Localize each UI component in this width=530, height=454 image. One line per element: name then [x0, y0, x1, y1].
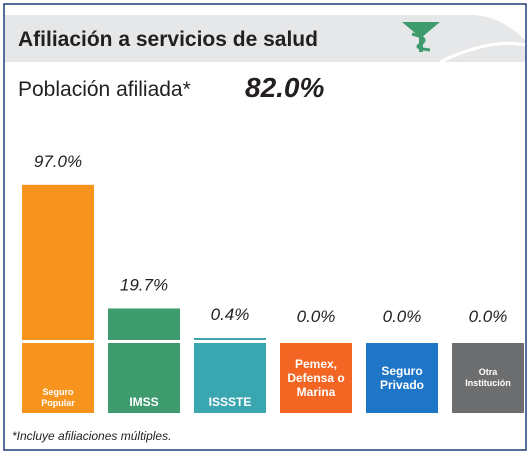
header-band	[5, 15, 525, 62]
chart-title: Afiliación a servicios de salud	[18, 28, 318, 51]
bar	[194, 338, 266, 340]
footnote: *Incluye afiliaciones múltiples.	[12, 429, 171, 443]
value-label: 0.0%	[297, 307, 336, 326]
frame	[3, 3, 527, 451]
bar	[22, 184, 94, 340]
category-icon: Pemex, Defensa o Marina	[280, 343, 352, 413]
value-label: 0.0%	[383, 307, 422, 326]
category-icon: Seguro Popular	[22, 343, 94, 413]
subtitle: Población afiliada*	[18, 78, 191, 101]
value-label: 19.7%	[120, 275, 168, 294]
value-label: 0.0%	[469, 307, 508, 326]
category-icon: Seguro Privado	[366, 343, 438, 413]
header-curve	[439, 41, 526, 64]
total-value: 82.0%	[245, 72, 324, 103]
bar	[108, 308, 180, 340]
caduceus-icon	[402, 22, 440, 52]
value-label: 0.4%	[211, 305, 250, 324]
category-icon: ISSSTE	[194, 343, 266, 413]
category-icon: Otra Institución	[452, 343, 524, 413]
category-icon: IMSS	[108, 343, 180, 413]
value-label: 97.0%	[34, 152, 82, 171]
